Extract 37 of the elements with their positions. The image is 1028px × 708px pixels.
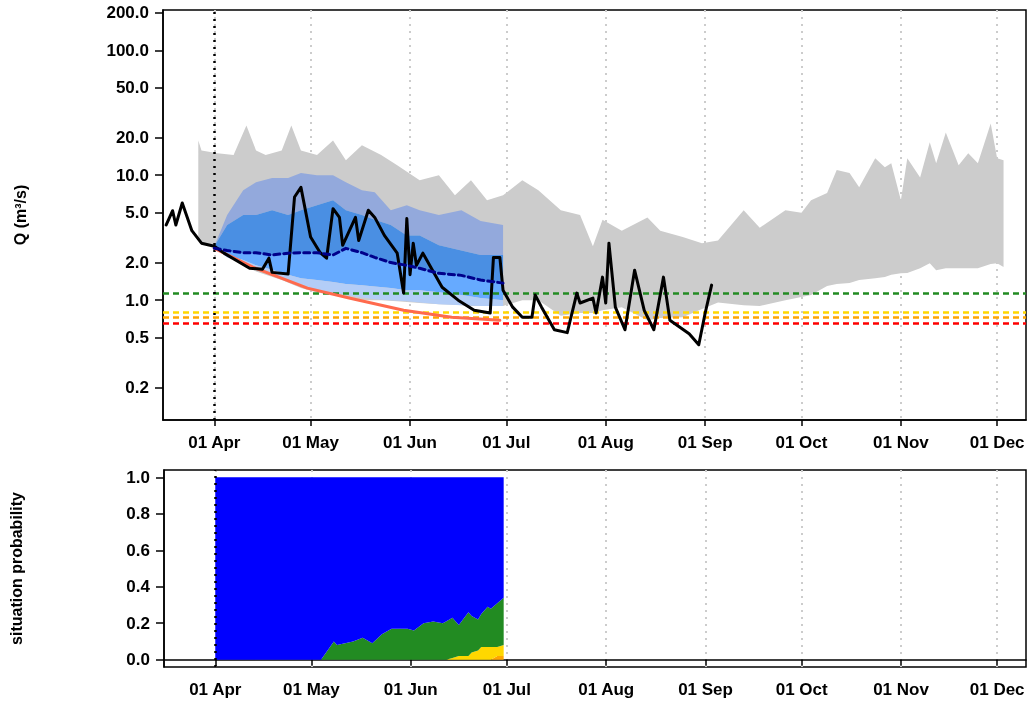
y-tick-label: 0.6 [126, 540, 150, 560]
y-tick-label: 1.0 [126, 467, 150, 487]
x-tick-label: 01 Apr [189, 680, 242, 699]
x-tick-label: 01 Nov [873, 680, 930, 699]
x-tick-label: 01 Oct [775, 680, 829, 699]
x-tick-label: 01 Oct [775, 433, 828, 452]
line-series [212, 246, 505, 285]
y-tick-label: 0.8 [126, 504, 150, 524]
x-tick-label: 01 Jul [482, 433, 531, 452]
x-tick-label: 01 Jun [383, 433, 437, 452]
x-tick-label: 01 Aug [578, 680, 635, 699]
y-tick-label: 50.0 [115, 78, 149, 98]
x-tick-label: 01 Jul [482, 680, 531, 699]
y-tick-label: 200.0 [106, 3, 149, 23]
x-tick-label: 01 May [282, 433, 340, 452]
y-tick-label: 0.4 [126, 577, 151, 597]
x-tick-label: 01 Sep [678, 680, 733, 699]
y-tick-label: 2.0 [125, 253, 149, 273]
x-tick-label: 01 Jun [383, 680, 438, 699]
y-tick-label: 5.0 [125, 203, 149, 223]
x-tick-label: 01 Dec [969, 680, 1025, 699]
y-tick-label: 20.0 [115, 128, 149, 148]
y-tick-label: 1.0 [125, 290, 149, 310]
x-tick-label: 01 Apr [188, 433, 241, 452]
y-tick-label: 0.5 [125, 328, 149, 348]
x-tick-label: 01 Aug [577, 433, 634, 452]
x-tick-label: 01 Nov [873, 433, 930, 452]
y-tick-label: 0.2 [125, 378, 149, 398]
y-axis-title: situation probability [7, 491, 25, 645]
y-tick-label: 0.2 [126, 613, 150, 633]
y-tick-label: 100.0 [106, 40, 149, 60]
y-tick-label: 0.0 [126, 650, 150, 670]
x-tick-label: 01 Sep [677, 433, 733, 452]
y-tick-label: 10.0 [115, 165, 149, 185]
x-tick-label: 01 May [283, 680, 341, 699]
x-tick-label: 01 Dec [969, 433, 1025, 452]
y-axis-title: Q (m³/s) [11, 184, 29, 246]
